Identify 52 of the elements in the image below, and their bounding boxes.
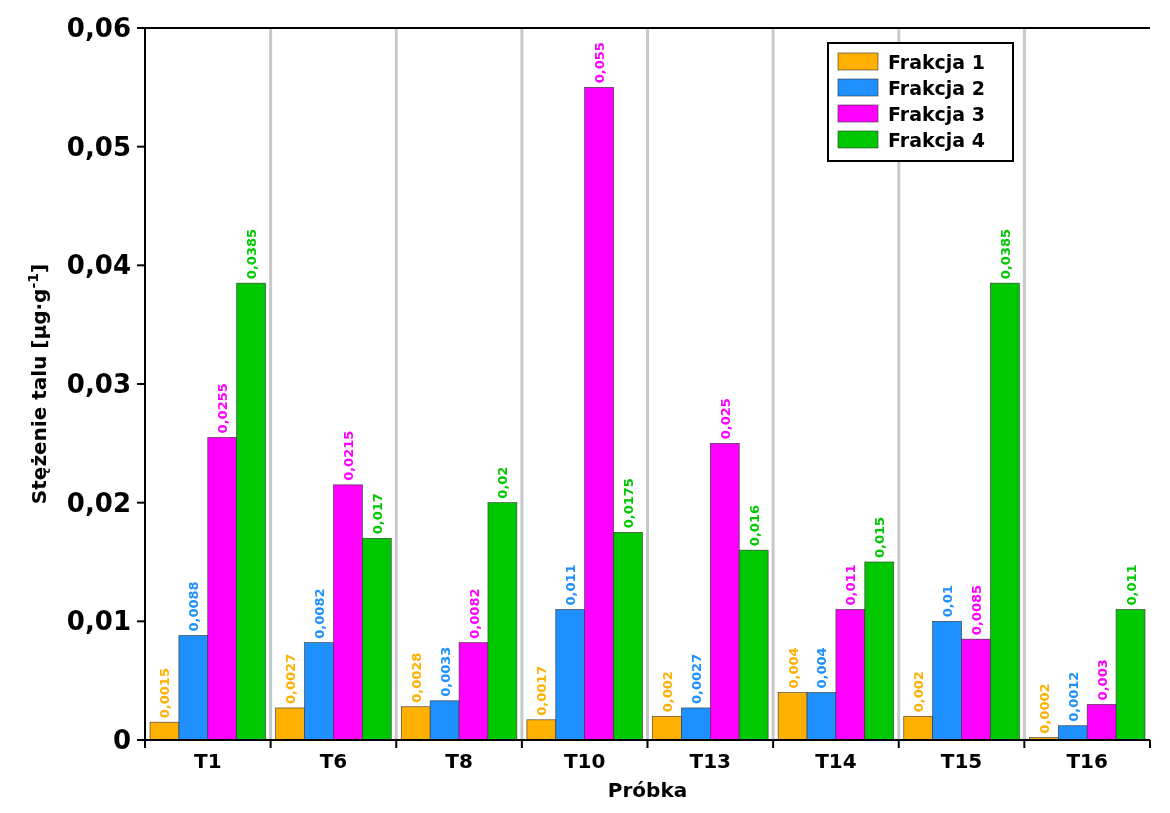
data-label: 0,0027 (283, 653, 299, 704)
data-label: 0,0002 (1036, 683, 1052, 734)
y-tick-label: 0,05 (66, 131, 131, 162)
x-tick-label: T16 (1066, 749, 1108, 773)
y-tick-label: 0 (112, 725, 131, 756)
x-axis-title: Próbka (607, 778, 688, 802)
data-label: 0,004 (785, 647, 801, 689)
data-label: 0,0028 (408, 652, 424, 703)
data-label: 0,002 (659, 671, 675, 713)
data-label: 0,0385 (997, 228, 1013, 280)
y-tick-label: 0,04 (66, 250, 131, 281)
data-label: 0,0175 (621, 478, 637, 529)
data-label: 0,011 (843, 564, 859, 606)
data-label: 0,0385 (244, 228, 260, 280)
data-label: 0,0255 (215, 383, 231, 434)
x-tick-label: T6 (319, 749, 348, 773)
data-label: 0,0082 (311, 588, 327, 639)
legend-label: Frakcja 1 (888, 50, 986, 73)
legend-label: Frakcja 3 (888, 102, 986, 125)
data-label: 0,025 (717, 398, 733, 440)
data-label: 0,0088 (186, 581, 202, 632)
data-label: 0,0012 (1065, 671, 1081, 722)
data-label: 0,011 (1123, 564, 1139, 606)
data-label: 0,016 (746, 505, 762, 547)
data-label: 0,0085 (969, 584, 985, 636)
data-label: 0,015 (872, 516, 888, 558)
data-label: 0,055 (592, 42, 608, 84)
y-tick-label: 0,06 (66, 13, 131, 44)
data-label: 0,0027 (688, 653, 704, 704)
y-tick-label: 0,03 (66, 369, 131, 400)
data-label: 0,017 (369, 493, 385, 535)
data-label: 0,003 (1094, 659, 1110, 701)
legend-label: Frakcja 4 (888, 128, 986, 151)
x-tick-label: T1 (194, 749, 222, 773)
y-tick-label: 0,02 (66, 487, 131, 518)
data-label: 0,0215 (340, 430, 356, 481)
x-tick-label: T10 (563, 749, 606, 773)
x-tick-label: T14 (815, 749, 857, 773)
data-label: 0,011 (563, 564, 579, 606)
data-label: 0,004 (814, 647, 830, 689)
x-tick-label: T15 (940, 749, 983, 773)
y-tick-label: 0,01 (66, 606, 131, 637)
legend-label: Frakcja 2 (888, 76, 986, 99)
data-label: 0,0033 (437, 646, 453, 697)
data-label: 0,0082 (466, 588, 482, 639)
x-tick-label: T8 (445, 749, 473, 773)
data-label: 0,02 (495, 466, 511, 499)
data-label: 0,002 (911, 671, 927, 713)
data-label: 0,0017 (534, 665, 550, 716)
data-label: 0,0015 (157, 668, 173, 719)
x-tick-label: T13 (689, 749, 732, 773)
data-label: 0,01 (940, 585, 956, 618)
